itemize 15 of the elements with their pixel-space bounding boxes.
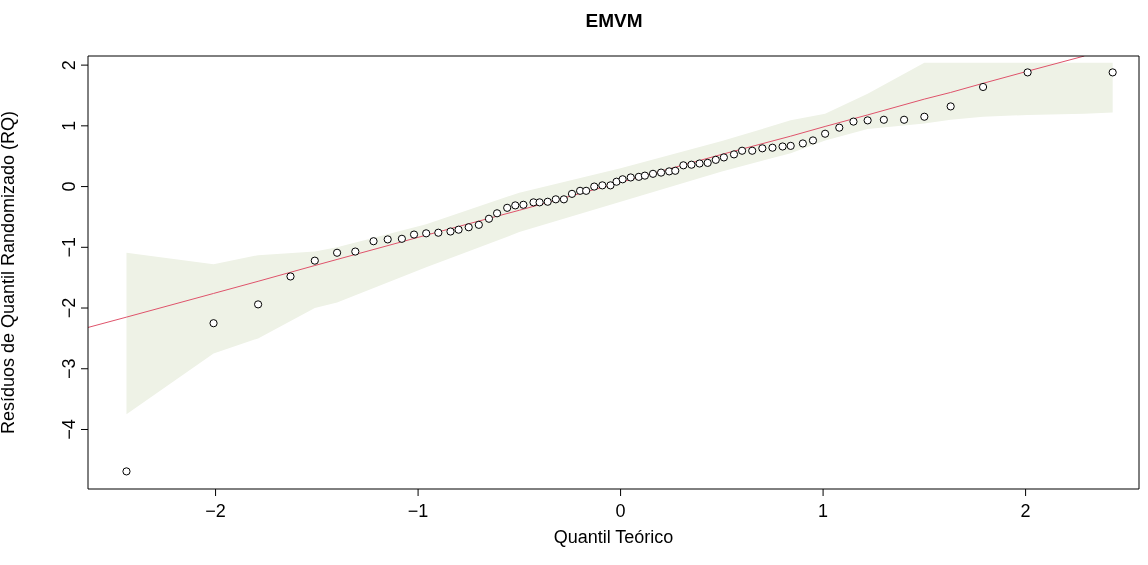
chart-title: EMVM: [584, 10, 644, 32]
y-tick-label: 0: [59, 181, 79, 192]
y-tick-label: −2: [59, 297, 79, 319]
x-tick-label: 2: [1020, 500, 1031, 521]
y-tick-label: 2: [59, 60, 79, 71]
x-axis-title: Quantil Teórico: [553, 527, 674, 547]
y-tick-label: 1: [59, 120, 79, 131]
x-tick-label: 0: [615, 500, 626, 521]
y-axis-title: Resíduos de Quantil Randomizado (RQ): [0, 110, 19, 435]
x-tick-label: 1: [818, 500, 829, 521]
y-tick-label: −3: [59, 358, 79, 380]
y-tick-label: −4: [59, 419, 79, 440]
x-tick-label: −2: [205, 500, 226, 521]
y-tick-label: −1: [59, 237, 79, 258]
x-tick-label: −1: [407, 500, 429, 521]
